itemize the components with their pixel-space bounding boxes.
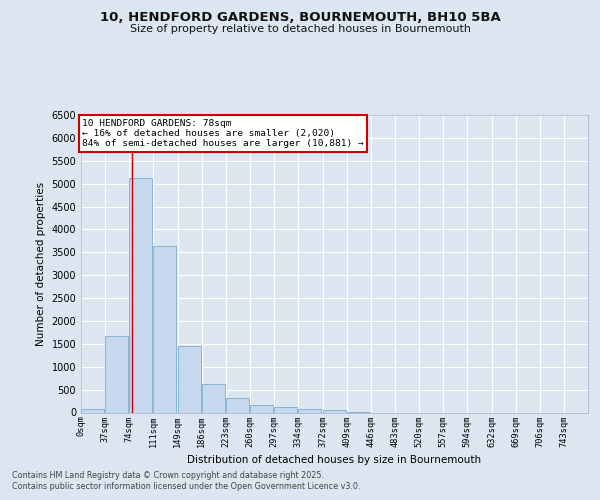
Bar	[81, 409, 104, 412]
Bar	[129, 178, 152, 412]
Bar	[226, 398, 249, 412]
Bar	[274, 407, 298, 412]
Text: Size of property relative to detached houses in Bournemouth: Size of property relative to detached ho…	[130, 24, 470, 34]
Bar	[105, 336, 128, 412]
Bar	[202, 384, 225, 412]
Text: 10, HENDFORD GARDENS, BOURNEMOUTH, BH10 5BA: 10, HENDFORD GARDENS, BOURNEMOUTH, BH10 …	[100, 11, 500, 24]
Bar	[178, 346, 201, 412]
Y-axis label: Number of detached properties: Number of detached properties	[36, 182, 46, 346]
Text: 10 HENDFORD GARDENS: 78sqm
← 16% of detached houses are smaller (2,020)
84% of s: 10 HENDFORD GARDENS: 78sqm ← 16% of deta…	[82, 118, 364, 148]
Bar	[298, 409, 322, 412]
Text: Contains public sector information licensed under the Open Government Licence v3: Contains public sector information licen…	[12, 482, 361, 491]
Bar	[250, 405, 274, 412]
Text: Contains HM Land Registry data © Crown copyright and database right 2025.: Contains HM Land Registry data © Crown c…	[12, 471, 324, 480]
Bar	[323, 410, 346, 412]
Bar	[153, 246, 176, 412]
X-axis label: Distribution of detached houses by size in Bournemouth: Distribution of detached houses by size …	[187, 455, 482, 465]
